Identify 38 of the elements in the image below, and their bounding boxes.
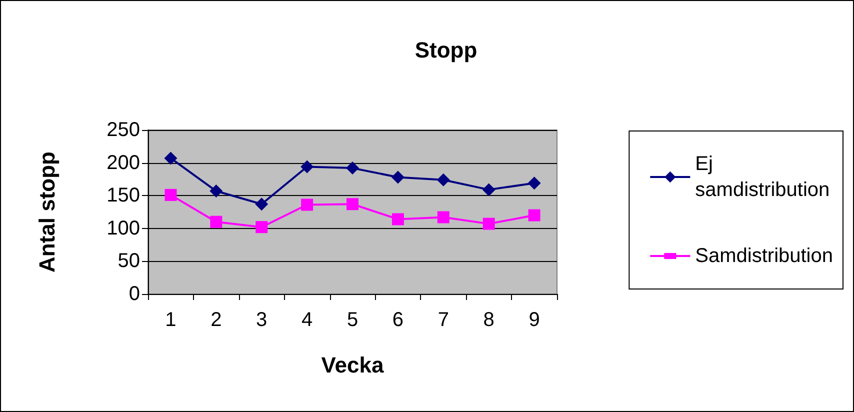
point bbox=[346, 198, 358, 210]
point bbox=[437, 211, 450, 224]
x-tick-label: 3 bbox=[256, 309, 268, 331]
x-tick-label: 1 bbox=[165, 309, 176, 331]
point bbox=[528, 209, 540, 222]
x-tick-label: 2 bbox=[210, 309, 222, 331]
point bbox=[164, 152, 178, 165]
legend-label: Ej samdistribution bbox=[695, 153, 830, 201]
x-tick-label: 5 bbox=[346, 309, 358, 331]
point bbox=[210, 216, 222, 228]
x-tick-label: 9 bbox=[528, 309, 540, 331]
y-tick-label: 250 bbox=[106, 119, 140, 141]
y-tick-label: 0 bbox=[128, 283, 140, 305]
point bbox=[164, 188, 177, 201]
point bbox=[301, 198, 314, 211]
y-axis-title: Antal stopp bbox=[34, 152, 60, 272]
x-tick-label: 4 bbox=[301, 309, 313, 331]
point bbox=[392, 213, 404, 226]
point bbox=[482, 183, 496, 196]
point bbox=[346, 162, 359, 175]
point bbox=[300, 160, 314, 174]
legend-label: Samdistribution bbox=[695, 245, 833, 267]
point bbox=[255, 198, 268, 211]
y-tick-label: 50 bbox=[118, 250, 140, 272]
x-tick-label: 8 bbox=[483, 309, 494, 331]
point bbox=[256, 221, 268, 234]
point bbox=[436, 173, 450, 186]
point bbox=[482, 218, 495, 230]
x-tick-label: 7 bbox=[438, 309, 449, 331]
point bbox=[391, 170, 404, 184]
x-tick-label: 6 bbox=[392, 309, 404, 331]
y-tick-label: 100 bbox=[106, 217, 140, 240]
x-axis-title: Vecka bbox=[321, 352, 384, 378]
point bbox=[528, 176, 541, 190]
chart-title: Stopp bbox=[414, 38, 478, 62]
y-tick-label: 200 bbox=[106, 152, 140, 174]
y-tick-label: 150 bbox=[106, 184, 140, 207]
point bbox=[210, 184, 223, 198]
